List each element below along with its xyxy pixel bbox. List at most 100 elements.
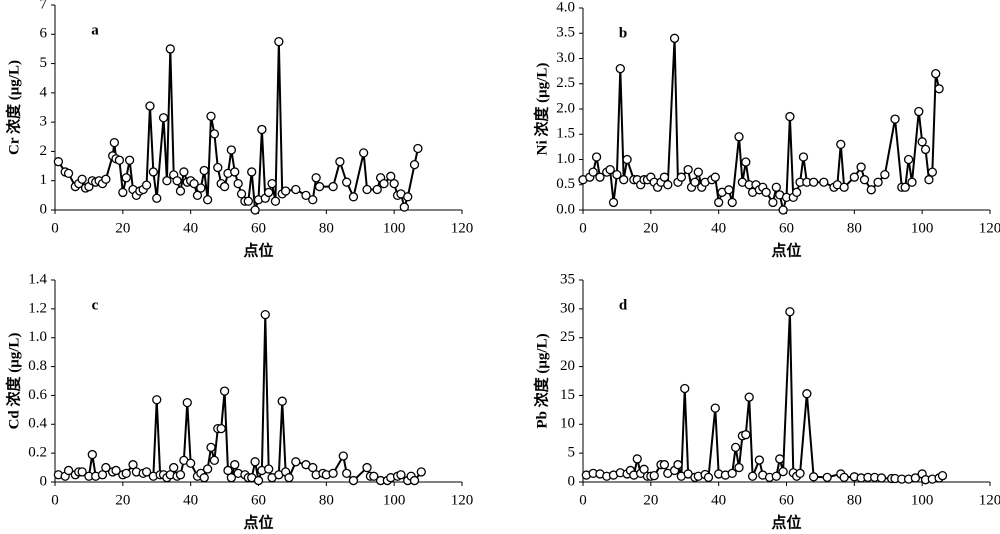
data-point [798, 152, 809, 162]
data-point [189, 178, 199, 189]
data-point [747, 471, 758, 481]
data-point [866, 185, 876, 195]
panel-label: c [92, 297, 99, 313]
data-point [230, 460, 240, 470]
y-tick-label: 0.4 [28, 416, 47, 432]
data-point [236, 189, 247, 199]
y-tick-label: 7 [40, 0, 48, 12]
data-point [744, 392, 754, 402]
data-point [632, 454, 642, 464]
x-tick-label: 60 [779, 220, 794, 236]
data-point [87, 449, 97, 460]
data-point [403, 192, 413, 202]
data-point [693, 167, 703, 177]
data-point [199, 165, 209, 176]
y-tick-label: 10 [560, 416, 575, 432]
data-point [342, 468, 352, 478]
data-point [209, 129, 220, 139]
y-tick-label: 1.2 [28, 300, 47, 316]
data-point [291, 457, 301, 467]
data-point [257, 124, 267, 135]
data-point [243, 196, 253, 206]
data-point [358, 148, 369, 158]
data-point [859, 175, 870, 185]
data-point [714, 197, 724, 208]
data-point [141, 180, 152, 190]
x-tick-label: 120 [451, 220, 474, 236]
data-point [741, 430, 751, 440]
data-point [63, 465, 74, 476]
data-point [849, 172, 859, 182]
x-tick-label: 0 [51, 220, 59, 236]
data-point [920, 144, 931, 155]
data-point [264, 187, 274, 198]
data-point [274, 36, 284, 47]
x-tick-label: 80 [319, 220, 334, 236]
y-tick-label: 30 [560, 300, 575, 316]
data-point [328, 181, 338, 192]
panel-label: b [619, 25, 627, 41]
data-point [219, 386, 230, 396]
data-point [226, 145, 237, 155]
x-tick-label: 0 [579, 220, 587, 236]
data-point [264, 464, 274, 474]
data-point [202, 195, 213, 205]
data-point [260, 309, 270, 320]
data-point [280, 186, 291, 196]
data-point [890, 114, 900, 124]
data-point [839, 182, 849, 192]
data-point [615, 63, 625, 74]
data-point [202, 464, 213, 474]
data-point [267, 178, 277, 189]
x-tick-label: 100 [383, 492, 406, 508]
data-point [727, 468, 737, 478]
data-point [172, 176, 182, 186]
data-point [226, 473, 237, 483]
y-tick-label: 20 [560, 358, 575, 374]
data-point [396, 470, 406, 480]
data-point [247, 167, 257, 177]
data-point [213, 162, 223, 173]
data-point [308, 195, 318, 205]
data-point [836, 139, 846, 150]
y-tick-label: 4 [40, 84, 48, 100]
x-tick-label: 120 [979, 220, 1000, 236]
data-point [730, 442, 741, 453]
data-point [362, 462, 372, 473]
data-point [253, 475, 264, 486]
x-axis-label: 点位 [771, 513, 801, 531]
data-point [216, 423, 226, 434]
data-point [169, 462, 179, 473]
y-tick-label: 25 [560, 329, 575, 345]
data-point [937, 471, 948, 481]
data-point [931, 69, 941, 79]
y-tick-label: 2.0 [556, 100, 575, 116]
data-point [338, 451, 348, 461]
data-point [734, 132, 744, 142]
data-point [768, 197, 778, 208]
y-tick-label: 1.0 [28, 329, 47, 345]
data-point [277, 396, 287, 406]
x-tick-label: 100 [911, 492, 934, 508]
data-point [219, 181, 230, 192]
panel: 0.0 0.5 1.0 1.5 2.0 2.5 3.0 3.5 4.0 0 20 40 60 80 100 1… [532, 0, 1000, 259]
data-point [182, 397, 192, 408]
y-tick-label: 0.2 [28, 445, 47, 461]
x-axis-label: 点位 [243, 513, 273, 531]
data-point [873, 177, 883, 187]
data-point [386, 171, 396, 181]
data-point [399, 202, 409, 212]
data-point [209, 455, 220, 466]
y-tick-label: 5 [40, 55, 48, 71]
data-point [409, 159, 420, 170]
x-tick-label: 80 [847, 220, 862, 236]
x-tick-label: 20 [115, 220, 130, 236]
data-point [910, 473, 921, 483]
data-point [771, 471, 781, 481]
data-point [839, 472, 849, 483]
data-point [206, 442, 216, 453]
x-tick-label: 40 [183, 220, 198, 236]
data-point [77, 174, 87, 184]
x-tick-label: 60 [251, 220, 266, 236]
y-tick-label: 0.0 [556, 201, 575, 217]
